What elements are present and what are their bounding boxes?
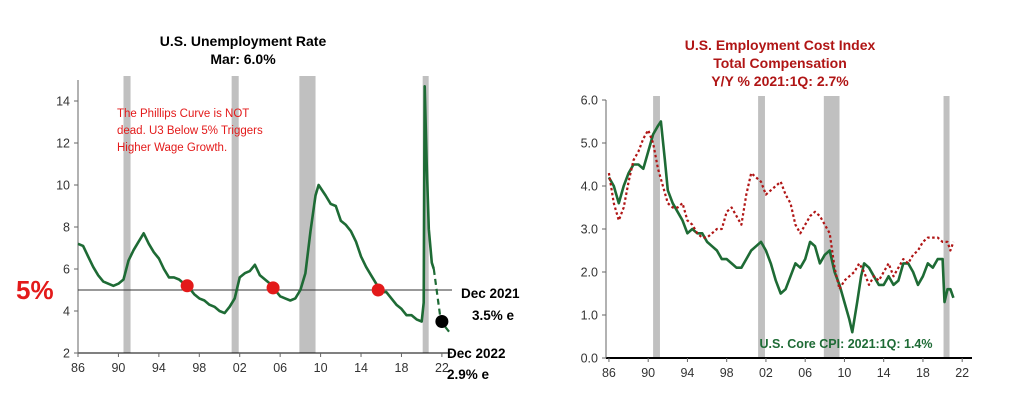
highlight-point-2 <box>371 283 385 297</box>
x-tick-label: 98 <box>720 366 734 380</box>
x-tick-label: 10 <box>314 361 328 375</box>
x-tick-label: 02 <box>233 361 247 375</box>
y-tick-label: 6 <box>63 263 70 277</box>
series-line-0 <box>607 120 955 334</box>
forecast-label-value: 2.9% e <box>447 367 490 382</box>
eci-chart-title-line-3: Y/Y % 2021:1Q: 2.7% <box>711 73 849 89</box>
recession-band-3 <box>943 96 950 358</box>
x-tick-label: 22 <box>435 361 449 375</box>
x-tick-label: 14 <box>877 366 891 380</box>
x-tick-label: 90 <box>641 366 655 380</box>
annotation-line-0: The Phillips Curve is NOT <box>117 108 249 120</box>
eci-chart: U.S. Employment Cost Index Total Compens… <box>581 37 972 380</box>
recession-band-2 <box>823 96 840 358</box>
recession-band-0 <box>123 76 131 353</box>
unemployment-chart: U.S. Unemployment Rate Mar: 6.0% 2 4 6 8 10 1… <box>16 33 520 382</box>
unemployment-series <box>77 85 452 335</box>
recession-band-3 <box>422 76 429 353</box>
annotation-line-1: dead. U3 Below 5% Triggers <box>117 125 263 137</box>
five-percent-reference: 5% <box>16 275 452 305</box>
forecast-label-date: Dec 2021 <box>461 286 520 301</box>
series-line-0 <box>77 85 436 323</box>
y-tick-label: 4 <box>63 305 70 319</box>
unemployment-chart-title: U.S. Unemployment Rate <box>160 33 327 49</box>
x-tick-label: 94 <box>680 366 694 380</box>
highlight-point-0 <box>180 279 194 293</box>
eci-chart-title-line-1: U.S. Employment Cost Index <box>685 37 876 53</box>
x-tick-label: 06 <box>273 361 287 375</box>
eci-chart-title-line-2: Total Compensation <box>713 55 847 71</box>
y-tick-label: 0.0 <box>581 352 598 366</box>
eci-series <box>607 120 955 334</box>
recession-band-1 <box>758 96 765 358</box>
reference-line-label: 5% <box>16 275 54 305</box>
x-tick-label: 14 <box>354 361 368 375</box>
x-tick-label: 94 <box>152 361 166 375</box>
recession-bands <box>653 96 950 358</box>
eci-axes: 0.0 1.0 2.0 3.0 4.0 5.0 6.0 86 90 94 98 02 06 10 14 18 2… <box>581 94 972 380</box>
x-tick-label: 10 <box>837 366 851 380</box>
x-tick-label: 22 <box>955 366 969 380</box>
unemployment-chart-subtitle: Mar: 6.0% <box>210 51 276 67</box>
y-tick-label: 4.0 <box>581 180 598 194</box>
forecast-label-value: 3.5% e <box>472 308 515 323</box>
y-tick-label: 6.0 <box>581 94 598 108</box>
core-cpi-legend-label: U.S. Core CPI: 2021:1Q: 1.4% <box>760 337 933 351</box>
x-tick-label: 98 <box>192 361 206 375</box>
series-line-1 <box>607 129 955 291</box>
annotation-line-2: Higher Wage Growth. <box>117 142 227 154</box>
recession-band-1 <box>231 76 239 353</box>
unemployment-axes: 2 4 6 8 10 12 14 86 90 94 98 02 06 10 14 18 22 <box>56 80 452 375</box>
forecast-label-date: Dec 2022 <box>447 346 506 361</box>
y-tick-label: 12 <box>56 137 70 151</box>
x-tick-label: 86 <box>602 366 616 380</box>
x-tick-label: 02 <box>759 366 773 380</box>
y-tick-label: 14 <box>56 95 70 109</box>
y-tick-label: 5.0 <box>581 137 598 151</box>
forecast-labels: Dec 2021 3.5% e Dec 2022 2.9% e <box>447 286 520 382</box>
recession-band-0 <box>653 96 660 358</box>
x-tick-label: 18 <box>395 361 409 375</box>
x-tick-label: 90 <box>111 361 125 375</box>
y-tick-label: 8 <box>63 221 70 235</box>
y-tick-label: 2 <box>63 347 70 361</box>
y-tick-label: 2.0 <box>581 266 598 280</box>
y-tick-label: 3.0 <box>581 223 598 237</box>
x-tick-label: 18 <box>916 366 930 380</box>
highlight-point-1 <box>266 281 280 295</box>
forecast-point-dec-2021 <box>435 315 449 328</box>
x-tick-label: 06 <box>798 366 812 380</box>
y-tick-label: 1.0 <box>581 309 598 323</box>
highlight-points <box>180 279 449 328</box>
x-tick-label: 86 <box>71 361 85 375</box>
y-tick-label: 10 <box>56 179 70 193</box>
phillips-curve-annotation: The Phillips Curve is NOT dead. U3 Below … <box>117 108 263 154</box>
